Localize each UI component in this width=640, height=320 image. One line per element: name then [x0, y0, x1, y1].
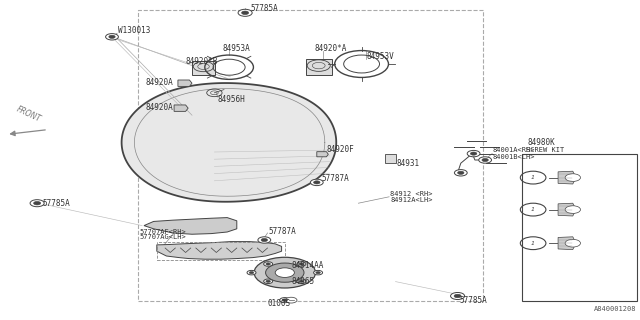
Polygon shape [558, 171, 576, 184]
Circle shape [297, 262, 306, 266]
Bar [385, 154, 396, 163]
Polygon shape [144, 218, 237, 234]
Text: FRONT: FRONT [15, 104, 42, 124]
Circle shape [249, 271, 254, 274]
Text: 57707AG<LH>: 57707AG<LH> [140, 235, 186, 240]
Text: 84953V: 84953V [366, 52, 394, 61]
Circle shape [297, 279, 306, 284]
Text: 57787A: 57787A [269, 227, 296, 236]
Bar [306, 59, 332, 75]
Polygon shape [558, 237, 576, 250]
Circle shape [261, 238, 268, 242]
Circle shape [106, 34, 118, 40]
Text: 57785A: 57785A [42, 199, 70, 208]
Text: 84953A: 84953A [222, 44, 250, 53]
Circle shape [310, 179, 323, 186]
Text: 84920F: 84920F [326, 145, 354, 154]
Circle shape [458, 171, 464, 174]
Text: 84001B<LH>: 84001B<LH> [493, 154, 535, 160]
Circle shape [242, 11, 249, 15]
Circle shape [238, 9, 252, 16]
Text: 84956H: 84956H [218, 95, 245, 104]
Circle shape [300, 263, 304, 265]
Text: 57785A: 57785A [460, 296, 487, 305]
Circle shape [314, 270, 323, 275]
Polygon shape [122, 83, 336, 202]
Text: 84920A: 84920A [146, 103, 173, 112]
Polygon shape [178, 80, 192, 86]
Circle shape [316, 271, 321, 274]
Text: 57787A: 57787A [321, 174, 349, 183]
Circle shape [34, 202, 41, 205]
Text: 0100S: 0100S [268, 299, 291, 308]
Circle shape [254, 257, 316, 288]
Circle shape [247, 270, 256, 275]
Text: 84931: 84931 [397, 159, 420, 168]
Text: 84920A: 84920A [146, 78, 173, 87]
Bar [138, 10, 483, 301]
Circle shape [266, 263, 271, 265]
Polygon shape [558, 203, 576, 216]
Text: SCREW KIT: SCREW KIT [526, 148, 564, 153]
Text: 84001A<RH>: 84001A<RH> [493, 148, 535, 153]
Text: 84912A<LH>: 84912A<LH> [390, 197, 433, 203]
Circle shape [482, 158, 488, 162]
Circle shape [264, 279, 273, 284]
Text: 84920*B: 84920*B [186, 57, 218, 66]
Text: 57707AF<RH>: 57707AF<RH> [140, 229, 186, 235]
Text: 57785A: 57785A [251, 4, 278, 13]
Circle shape [258, 237, 271, 243]
Circle shape [565, 174, 580, 181]
Circle shape [30, 200, 44, 207]
Polygon shape [157, 242, 282, 259]
Circle shape [266, 280, 270, 283]
Circle shape [109, 35, 115, 38]
Text: W130013: W130013 [118, 26, 151, 35]
Circle shape [565, 239, 580, 247]
Polygon shape [317, 152, 328, 157]
Circle shape [479, 157, 492, 163]
Circle shape [314, 181, 320, 184]
Bar [157, 242, 285, 260]
Circle shape [264, 262, 273, 266]
Text: 84980K: 84980K [528, 138, 556, 147]
Bar [522, 154, 637, 301]
Circle shape [285, 297, 297, 303]
Circle shape [451, 292, 465, 300]
Circle shape [467, 150, 480, 157]
Text: 84914AA: 84914AA [291, 261, 324, 270]
Polygon shape [174, 105, 188, 111]
Circle shape [275, 268, 294, 277]
Circle shape [300, 280, 304, 283]
Circle shape [470, 152, 477, 155]
Text: 84920*A: 84920*A [315, 44, 348, 53]
Circle shape [454, 294, 461, 298]
Circle shape [454, 170, 467, 176]
Text: A840001208: A840001208 [595, 306, 637, 312]
Circle shape [282, 299, 287, 301]
Bar [192, 61, 215, 75]
Circle shape [280, 298, 290, 303]
Circle shape [266, 263, 304, 282]
Text: 84965: 84965 [291, 277, 314, 286]
Circle shape [565, 206, 580, 213]
Text: 1: 1 [531, 175, 535, 180]
Text: 84912 <RH>: 84912 <RH> [390, 191, 433, 196]
Text: 1: 1 [531, 207, 535, 212]
Text: 1: 1 [531, 241, 535, 246]
